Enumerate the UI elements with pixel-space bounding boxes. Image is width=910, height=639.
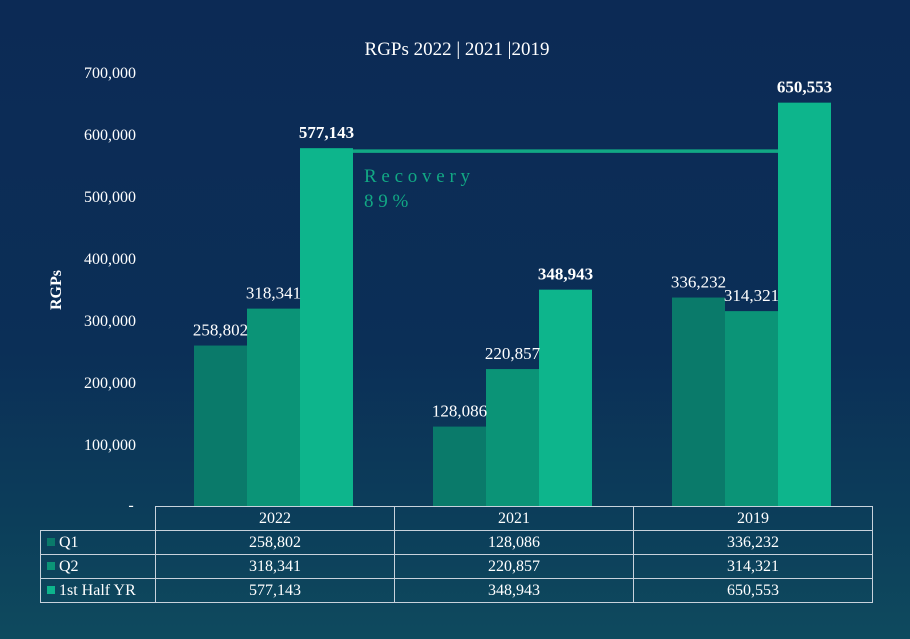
y-tick-label: 500,000 (84, 189, 136, 206)
table-cell: 314,321 (633, 554, 873, 579)
data-label: 336,232 (671, 273, 726, 292)
legend-key-q2 (47, 562, 55, 571)
recovery-label: R e c o v e r y (364, 166, 471, 187)
legend-label-half-year: 1st Half YR (59, 582, 136, 599)
y-tick-label: - (128, 497, 133, 514)
recovery-percent: 8 9 % (364, 191, 409, 212)
data-label: 650,553 (777, 78, 832, 97)
table-row-label-half-year: 1st Half YR (40, 578, 156, 603)
y-tick-label: 200,000 (84, 375, 136, 392)
y-tick-label: 400,000 (84, 251, 136, 268)
legend-label-q2: Q2 (59, 558, 79, 575)
bar-series (194, 102, 831, 507)
table-cell: 128,086 (394, 530, 634, 555)
table-cell: 650,553 (633, 578, 873, 603)
bar-2022-1st-half-yr (300, 148, 353, 507)
table-cell: 258,802 (155, 530, 395, 555)
y-tick-label: 600,000 (84, 127, 136, 144)
table-row-label-q1: Q1 (40, 530, 156, 555)
y-tick-label: 100,000 (84, 437, 136, 454)
y-tick-label: 700,000 (84, 65, 136, 82)
bar-2021-q2 (486, 369, 539, 506)
data-label: 314,321 (724, 286, 779, 305)
table-header-2019: 2019 (633, 506, 873, 531)
y-tick-label: 300,000 (84, 313, 136, 330)
y-axis-ticks: - 100,000 200,000 300,000 400,000 500,000 600,… (84, 65, 136, 514)
data-table-corner (41, 507, 156, 531)
bar-2021-q1 (433, 426, 486, 506)
table-row: Q2 318,341 220,857 314,321 (40, 554, 873, 579)
table-row: Q1 258,802 128,086 336,232 (40, 530, 873, 555)
table-header-2021: 2021 (394, 506, 634, 531)
bar-2022-q2 (247, 308, 300, 506)
y-axis-label: RGPs (48, 270, 65, 310)
bar-2019-1st-half-yr (778, 102, 831, 507)
table-cell: 577,143 (155, 578, 395, 603)
data-label: 318,341 (246, 284, 301, 303)
table-cell: 348,943 (394, 578, 634, 603)
data-label: 577,143 (299, 123, 354, 142)
bar-2022-q1 (194, 345, 247, 506)
legend-key-half-year (47, 586, 55, 595)
table-header-2022: 2022 (155, 506, 395, 531)
table-cell: 220,857 (394, 554, 634, 579)
data-label: 348,943 (538, 265, 593, 284)
data-label: 128,086 (432, 402, 487, 421)
data-labels: 258,802 128,086 336,232 318,341 220,857 314,3… (193, 78, 832, 421)
table-row-label-q2: Q2 (40, 554, 156, 579)
table-row: 1st Half YR 577,143 348,943 650,553 (40, 578, 873, 603)
data-table: 2022 2021 2019 Q1 258,802 128,086 336,23… (40, 506, 873, 603)
legend-label-q1: Q1 (59, 534, 79, 551)
table-cell: 318,341 (155, 554, 395, 579)
data-table-header-row: 2022 2021 2019 (41, 506, 873, 531)
recovery-annotation: R e c o v e r y 8 9 % (353, 149, 778, 212)
bar-2019-q2 (725, 311, 778, 506)
legend-key-q1 (47, 538, 55, 547)
bar-2019-q1 (672, 297, 725, 506)
chart-title: RGPs 2022 | 2021 |2019 (365, 39, 550, 60)
data-label: 220,857 (485, 344, 541, 363)
data-label: 258,802 (193, 321, 248, 340)
bar-2021-1st-half-yr (539, 289, 592, 506)
table-cell: 336,232 (633, 530, 873, 555)
